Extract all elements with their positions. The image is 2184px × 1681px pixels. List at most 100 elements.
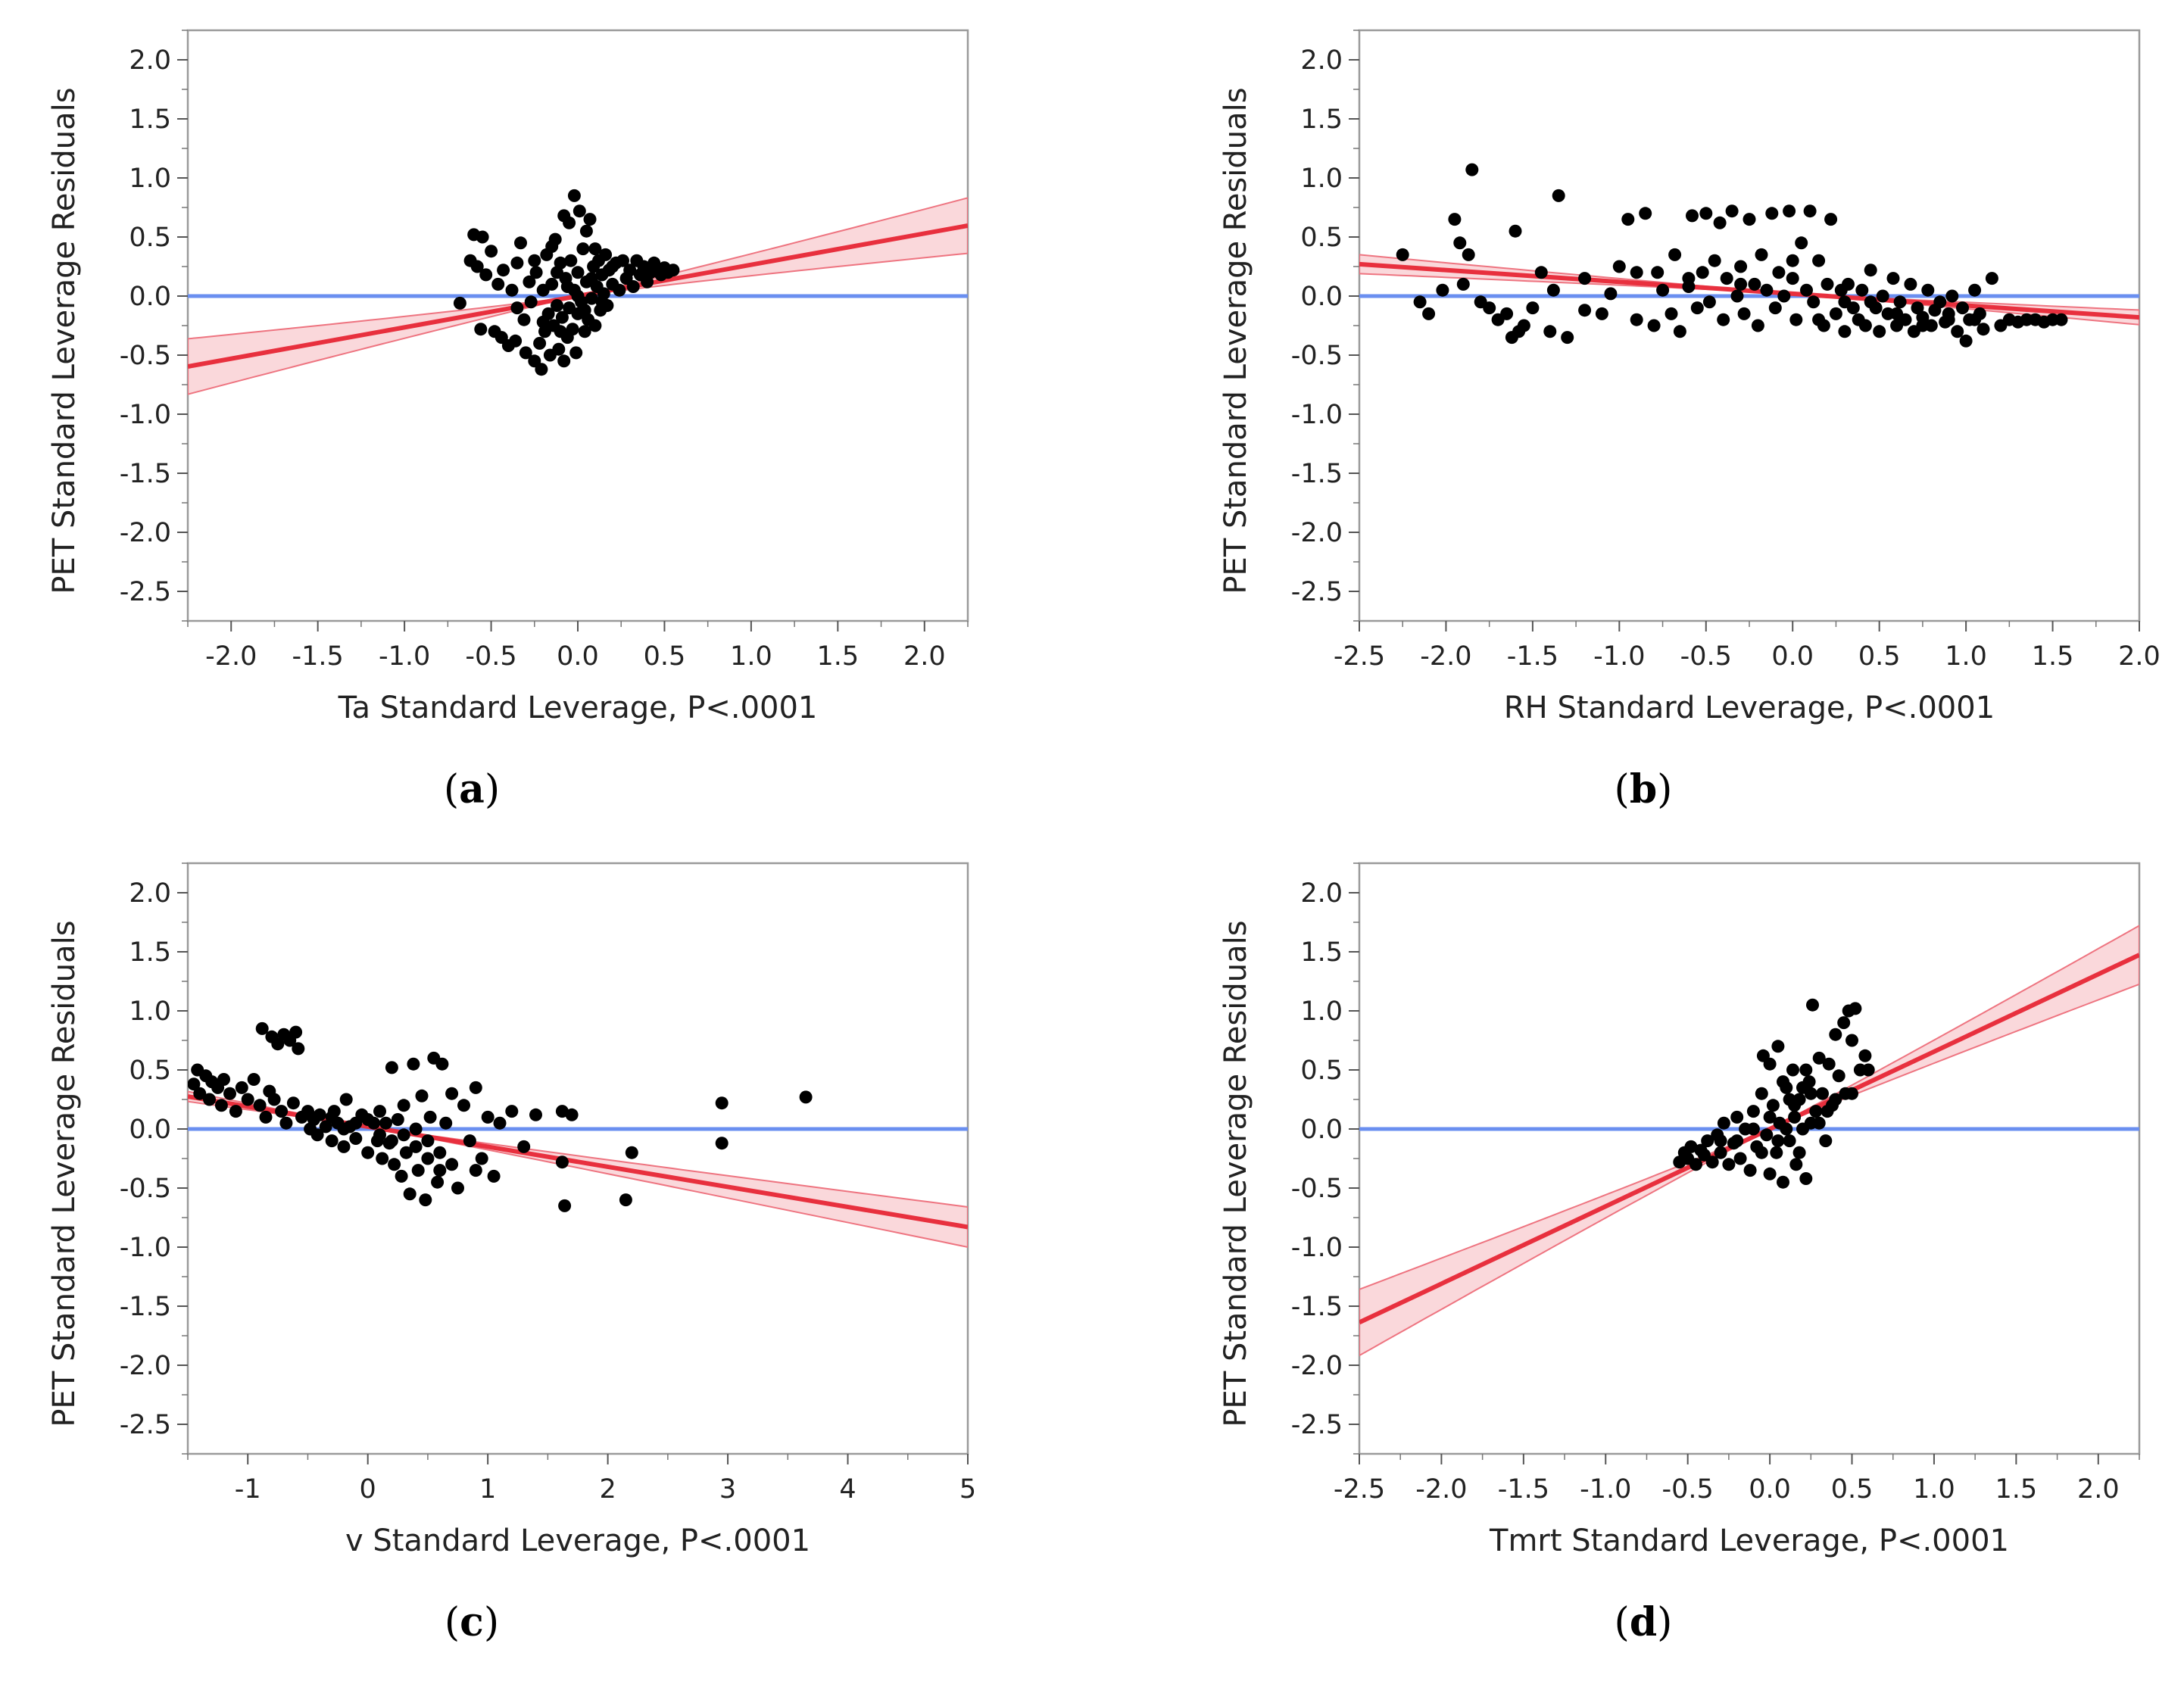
data-point xyxy=(554,325,567,338)
data-point xyxy=(1483,301,1496,315)
data-point xyxy=(1829,307,1842,320)
data-point xyxy=(1673,325,1686,338)
y-tick-label: 2.0 xyxy=(1300,878,1343,909)
data-point xyxy=(573,204,586,218)
data-point xyxy=(337,1140,351,1153)
x-tick-label: -0.5 xyxy=(465,641,516,672)
data-point xyxy=(407,1057,420,1071)
data-point xyxy=(1725,204,1739,218)
data-point xyxy=(470,260,484,273)
data-point xyxy=(1734,277,1748,291)
data-point xyxy=(1807,295,1821,309)
y-tick-label: 1.0 xyxy=(129,164,171,194)
chart-panel-b: -2.5 -2.0 -1.5 -1.0 -0.5 0.0 0.5 1.0 1.5 2.0 2.0 1.… xyxy=(1218,29,2161,812)
data-point xyxy=(439,1116,453,1130)
data-point xyxy=(1546,283,1560,297)
data-point xyxy=(1748,277,1761,291)
y-tick-label: 1.0 xyxy=(1300,996,1343,1027)
x-tick-label: 0.5 xyxy=(1858,641,1901,672)
x-tick-label: 0 xyxy=(360,1474,376,1505)
data-point xyxy=(560,280,574,293)
data-point xyxy=(1890,307,1904,320)
data-point xyxy=(1819,1134,1833,1148)
data-point xyxy=(423,1110,437,1124)
y-tick-label: -2.0 xyxy=(1291,518,1343,548)
x-tick-label: -1.0 xyxy=(1580,1474,1631,1505)
caption-letter: a xyxy=(459,766,485,812)
y-tick-label: 0.0 xyxy=(1300,1115,1343,1145)
data-point xyxy=(585,272,598,285)
data-point xyxy=(1763,1057,1777,1071)
x-tick-label: 0.0 xyxy=(1771,641,1814,672)
y-tick-label: -2.5 xyxy=(1291,1410,1343,1440)
data-point xyxy=(259,1110,273,1124)
data-point xyxy=(666,264,680,277)
data-point xyxy=(1755,1146,1768,1159)
data-point xyxy=(313,1108,326,1121)
data-point xyxy=(799,1090,813,1104)
data-point xyxy=(1743,1164,1757,1177)
data-point xyxy=(583,213,597,226)
data-point xyxy=(715,1096,729,1110)
y-tick-label: 2.0 xyxy=(129,878,171,909)
y-axis-title: PET Standard Leverage Residuals xyxy=(1218,920,1253,1427)
y-tick-label: -2.0 xyxy=(120,1351,171,1381)
data-point xyxy=(1436,283,1449,297)
x-tick-label: 1.0 xyxy=(1913,1474,1955,1505)
data-point xyxy=(491,277,505,291)
data-point xyxy=(217,1073,230,1086)
plot-area xyxy=(188,1021,968,1249)
data-point xyxy=(1873,325,1886,338)
y-tick-label: -1.5 xyxy=(1291,1292,1343,1322)
data-point xyxy=(1822,1057,1836,1071)
data-point xyxy=(433,1164,447,1177)
plot-area xyxy=(188,189,968,395)
x-tick-label: 3 xyxy=(719,1474,736,1505)
data-point xyxy=(2055,313,2068,326)
data-point xyxy=(229,1105,242,1118)
y-tick-label: -0.5 xyxy=(1291,1174,1343,1204)
data-point xyxy=(1803,204,1817,218)
data-point xyxy=(619,1193,632,1207)
data-point xyxy=(1792,1146,1806,1159)
x-tick-label: -0.5 xyxy=(1662,1474,1714,1505)
data-point xyxy=(566,323,579,336)
data-point xyxy=(1714,1146,1727,1159)
data-point xyxy=(1396,248,1409,261)
y-tick-label: 2.0 xyxy=(1300,45,1343,76)
data-point xyxy=(1783,204,1796,218)
y-tick-label: -2.5 xyxy=(120,577,171,607)
data-point xyxy=(476,230,489,244)
y-tick-label: -1.5 xyxy=(1291,459,1343,489)
data-point xyxy=(1933,295,1947,309)
caption-paren: ) xyxy=(485,767,500,812)
data-point xyxy=(571,289,585,303)
data-point xyxy=(1842,277,1855,291)
y-tick-label: -2.5 xyxy=(1291,577,1343,607)
data-point xyxy=(1630,266,1643,279)
y-tick-label: 2.0 xyxy=(129,45,171,76)
data-point xyxy=(1448,213,1462,226)
data-point xyxy=(469,1164,482,1177)
data-point xyxy=(1714,1134,1727,1148)
data-point xyxy=(1717,313,1730,326)
data-point xyxy=(1696,266,1709,279)
y-tick-label: -1.5 xyxy=(120,1292,171,1322)
data-point xyxy=(715,1137,729,1150)
data-point xyxy=(1578,304,1592,317)
data-point xyxy=(517,1140,531,1153)
data-point xyxy=(267,1093,281,1106)
data-point xyxy=(385,1134,398,1148)
x-tick-label: 0.5 xyxy=(644,641,686,672)
data-point xyxy=(1552,189,1565,202)
data-point xyxy=(487,1169,501,1183)
caption-letter: d xyxy=(1630,1599,1657,1645)
data-point xyxy=(557,209,571,223)
data-point xyxy=(1465,163,1479,176)
data-point xyxy=(1800,283,1813,297)
y-tick-label: -0.5 xyxy=(1291,341,1343,371)
x-axis-title: Ta Standard Leverage, P<.0001 xyxy=(338,691,818,725)
data-point xyxy=(1812,313,1826,326)
data-point xyxy=(1809,1105,1823,1118)
x-tick-label: -2.5 xyxy=(1334,1474,1385,1505)
